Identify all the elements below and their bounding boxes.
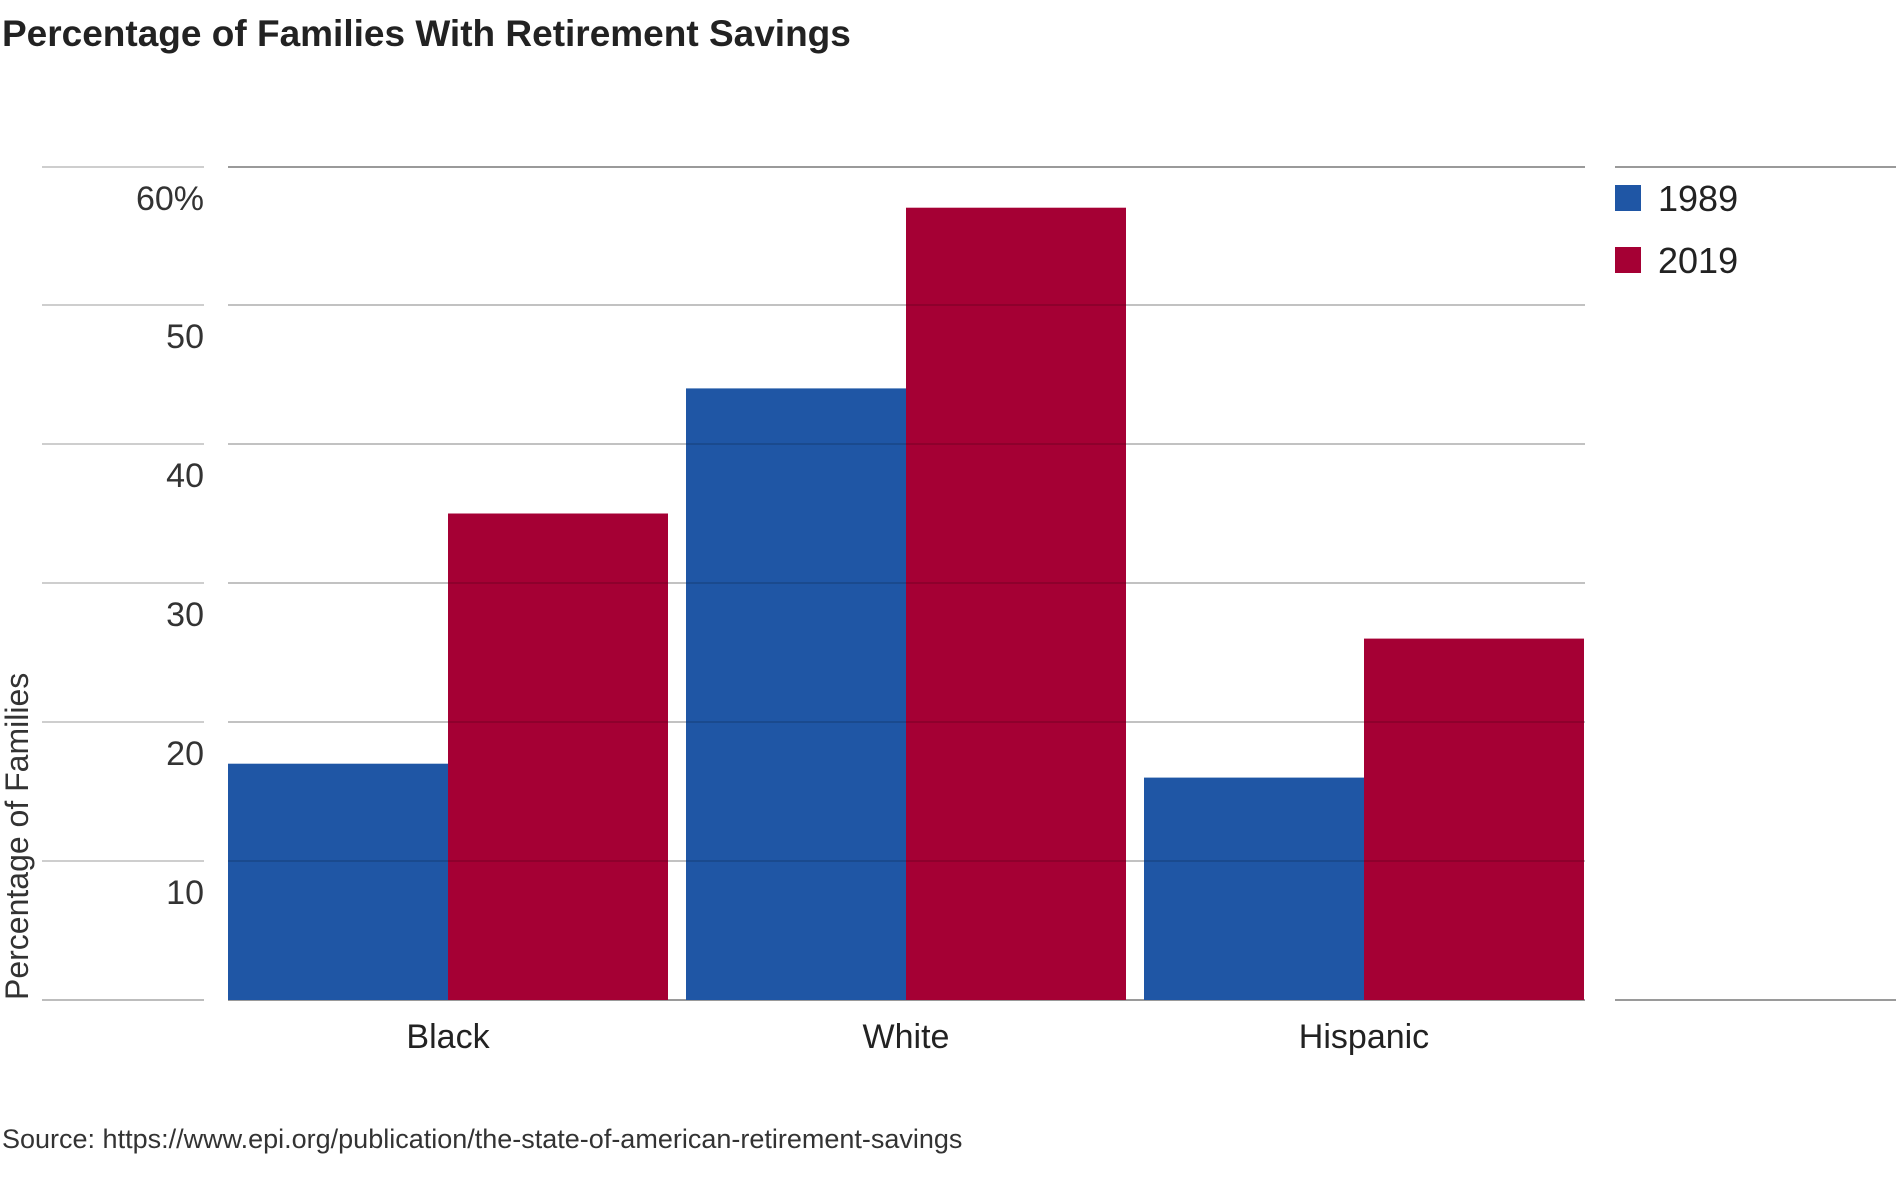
x-category-label: White <box>863 1018 950 1056</box>
bar-1989-hispanic <box>1144 777 1364 1000</box>
bar-1989-black <box>228 763 448 1000</box>
legend-swatch <box>1615 185 1641 211</box>
bar-2019-black <box>448 513 668 1000</box>
legend-swatch <box>1615 247 1641 273</box>
y-tick-label: 30 <box>166 596 204 634</box>
y-tick-labels: 10 20 30 40 50 60% <box>136 180 204 912</box>
x-category-label: Hispanic <box>1299 1018 1429 1056</box>
source-note: Source: https://www.epi.org/publication/… <box>2 1124 962 1154</box>
y-tick-label: 40 <box>166 457 204 495</box>
y-tick-label: 20 <box>166 735 204 773</box>
y-tick-label: 10 <box>166 874 204 912</box>
legend-label: 2019 <box>1658 240 1738 281</box>
y-axis-label: Percentage of Families <box>0 673 35 1000</box>
x-category-label: Black <box>406 1018 490 1056</box>
bar-2019-white <box>906 207 1126 1000</box>
x-category-labels: Black White Hispanic <box>406 1018 1429 1056</box>
legend-label: 1989 <box>1658 178 1738 219</box>
y-tick-label: 50 <box>166 318 204 356</box>
chart-title: Percentage of Families With Retirement S… <box>2 13 851 54</box>
y-tick-label: 60% <box>136 180 204 218</box>
bars <box>228 207 1585 1000</box>
legend: 1989 2019 <box>1615 178 1738 281</box>
bar-2019-hispanic <box>1364 638 1584 1000</box>
bar-1989-white <box>686 388 906 1000</box>
